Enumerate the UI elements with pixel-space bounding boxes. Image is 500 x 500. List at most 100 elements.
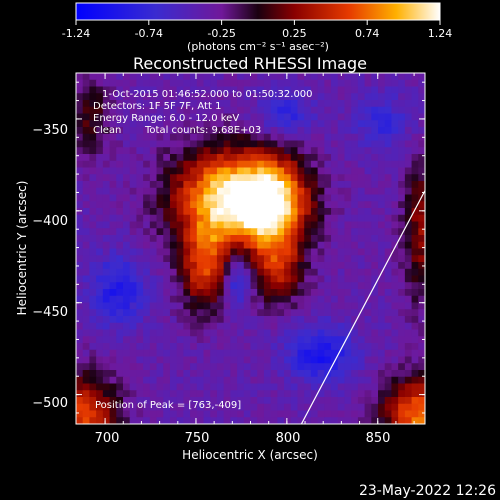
heatmap-cell: [344, 228, 352, 236]
heatmap-cell: [331, 248, 339, 256]
heatmap-cell: [237, 295, 245, 304]
heatmap-cell: [196, 133, 205, 142]
heatmap-cell: [257, 140, 265, 148]
heatmap-cell: [237, 160, 245, 169]
heatmap-cell: [96, 100, 104, 108]
heatmap-cell: [344, 343, 352, 351]
heatmap-cell: [337, 275, 346, 283]
heatmap-cell: [284, 390, 292, 398]
heatmap-cell: [324, 86, 332, 94]
heatmap-cell: [216, 154, 225, 162]
heatmap-cell: [357, 174, 366, 182]
heatmap-cell: [284, 133, 292, 142]
heatmap-cell: [216, 140, 225, 148]
heatmap-cell: [378, 181, 386, 189]
heatmap-cell: [169, 316, 178, 324]
heatmap-cell: [371, 235, 379, 243]
heatmap-cell: [190, 208, 198, 216]
heatmap-cell: [304, 241, 312, 250]
heatmap-cell: [378, 282, 386, 290]
heatmap-cell: [411, 214, 419, 223]
heatmap-cell: [89, 390, 97, 398]
heatmap-cell: [129, 417, 137, 424]
heatmap-cell: [143, 356, 151, 364]
heatmap-cell: [257, 329, 265, 337]
heatmap-cell: [210, 289, 218, 297]
heatmap-cell: [324, 140, 332, 148]
heatmap-cell: [82, 336, 91, 344]
heatmap-cell: [404, 370, 413, 378]
heatmap-cell: [411, 248, 419, 256]
heatmap-cell: [384, 275, 393, 283]
heatmap-cell: [122, 174, 131, 182]
heatmap-cell: [317, 329, 325, 337]
heatmap-cell: [237, 343, 245, 351]
heatmap-cell: [183, 322, 191, 331]
heatmap-cell: [89, 255, 97, 263]
heatmap-cell: [243, 397, 252, 405]
heatmap-cell: [404, 289, 413, 297]
heatmap-cell: [129, 255, 137, 263]
heatmap-cell: [257, 262, 265, 270]
heatmap-cell: [190, 275, 198, 283]
heatmap-cell: [82, 356, 91, 364]
heatmap-cell: [304, 93, 312, 101]
heatmap-cell: [163, 174, 171, 182]
heatmap-cell: [116, 309, 124, 317]
heatmap-cell: [310, 363, 319, 371]
heatmap-cell: [404, 349, 413, 358]
heatmap-cell: [122, 127, 131, 135]
heatmap-cell: [304, 120, 312, 128]
heatmap-cell: [337, 154, 346, 162]
heatmap-cell: [378, 106, 386, 115]
heatmap-cell: [136, 275, 144, 283]
heatmap-cell: [216, 282, 225, 290]
heatmap-cell: [351, 316, 359, 324]
heatmap-cell: [250, 133, 258, 142]
heatmap-cell: [263, 86, 272, 94]
heatmap-cell: [304, 268, 312, 277]
heatmap-cell: [203, 181, 211, 189]
heatmap-cell: [418, 100, 425, 108]
heatmap-cell: [418, 174, 425, 182]
heatmap-cell: [384, 370, 393, 378]
heatmap-cell: [270, 214, 278, 223]
heatmap-cell: [290, 336, 299, 344]
heatmap-cell: [398, 120, 406, 128]
heatmap-cell: [129, 403, 137, 412]
heatmap-cell: [324, 113, 332, 121]
heatmap-cell: [203, 100, 211, 108]
heatmap-cell: [371, 174, 379, 182]
heatmap-cell: [384, 390, 393, 398]
heatmap-cell: [418, 322, 425, 331]
heatmap-cell: [263, 241, 272, 250]
heatmap-cell: [250, 106, 258, 115]
heatmap-cell: [418, 228, 425, 236]
heatmap-cell: [337, 140, 346, 148]
heatmap-cell: [257, 93, 265, 101]
heatmap-cell: [223, 363, 231, 371]
heatmap-cell: [76, 322, 84, 331]
heatmap-cell: [216, 167, 225, 175]
heatmap-cell: [371, 113, 379, 121]
heatmap-cell: [76, 370, 84, 378]
heatmap-cell: [96, 363, 104, 371]
heatmap-cell: [89, 262, 97, 270]
heatmap-cell: [109, 93, 117, 101]
heatmap-cell: [210, 208, 218, 216]
heatmap-cell: [263, 174, 272, 182]
heatmap-cell: [176, 329, 184, 337]
heatmap-cell: [230, 309, 238, 317]
heatmap-cell: [96, 316, 104, 324]
heatmap-cell: [270, 100, 278, 108]
heatmap-cell: [156, 275, 164, 283]
heatmap-cell: [243, 370, 252, 378]
heatmap-cell: [163, 316, 171, 324]
heatmap-cell: [378, 356, 386, 364]
heatmap-cell: [163, 268, 171, 277]
heatmap-cell: [237, 262, 245, 270]
heatmap-cell: [357, 241, 366, 250]
colorbar-unit: (photons cm⁻² s⁻¹ asec⁻²): [187, 40, 329, 53]
heatmap-cell: [257, 349, 265, 358]
heatmap-cell: [76, 133, 84, 142]
